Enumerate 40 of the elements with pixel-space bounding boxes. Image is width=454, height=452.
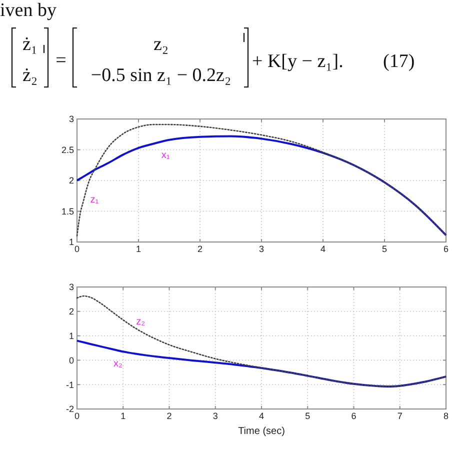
y-tick-label: 1 — [68, 237, 74, 248]
line-series — [76, 340, 447, 388]
x-tick-label: 6 — [443, 244, 449, 254]
y-tick-label: 1.5 — [61, 206, 74, 216]
text: + K[y − z₁]. — [252, 51, 344, 72]
y-tick-label: 1 — [68, 330, 74, 341]
y-tick-label: 3 — [68, 282, 74, 292]
y-tick-label: 2.5 — [61, 144, 74, 155]
text: ż₂ — [22, 65, 38, 86]
x-tick-label: 2 — [197, 244, 203, 254]
x-tick-label: 1 — [120, 411, 126, 421]
series-label: z₁ — [90, 194, 100, 206]
y-tick-label: -2 — [66, 404, 74, 414]
x-tick-label: 3 — [212, 411, 218, 421]
series-label: x₁ — [161, 149, 170, 160]
x-tick-label: 3 — [258, 244, 264, 254]
y-tick-label: 2 — [68, 306, 74, 317]
x-tick-label: 4 — [258, 411, 264, 421]
line-series — [76, 295, 447, 388]
x-tick-label: 5 — [382, 244, 388, 254]
x-tick-label: 6 — [351, 411, 356, 421]
text: (17) — [383, 51, 415, 72]
x-tick-label: 1 — [136, 244, 142, 254]
series-label: z₂ — [136, 316, 146, 328]
y-tick-label: 3 — [68, 114, 74, 124]
x-tick-label: 4 — [320, 244, 326, 254]
x-axis-title: Time (sec) — [238, 426, 285, 437]
y-tick-label: 0 — [68, 355, 74, 366]
text: ż₁ — [22, 34, 38, 55]
x-tick-label: 2 — [166, 411, 172, 421]
y-tick-label: 2 — [68, 176, 74, 186]
x-tick-label: 5 — [305, 411, 310, 421]
y-tick-label: -1 — [66, 380, 74, 390]
text: z₂ — [153, 34, 169, 55]
text: −0.5 sin z₁ − 0.2z₂ — [90, 65, 232, 86]
text: = — [56, 50, 66, 71]
text: iven by — [0, 0, 57, 21]
x-tick-label: 8 — [443, 411, 449, 421]
x-tick-label: 7 — [397, 411, 402, 421]
series-label: x₂ — [114, 358, 123, 370]
